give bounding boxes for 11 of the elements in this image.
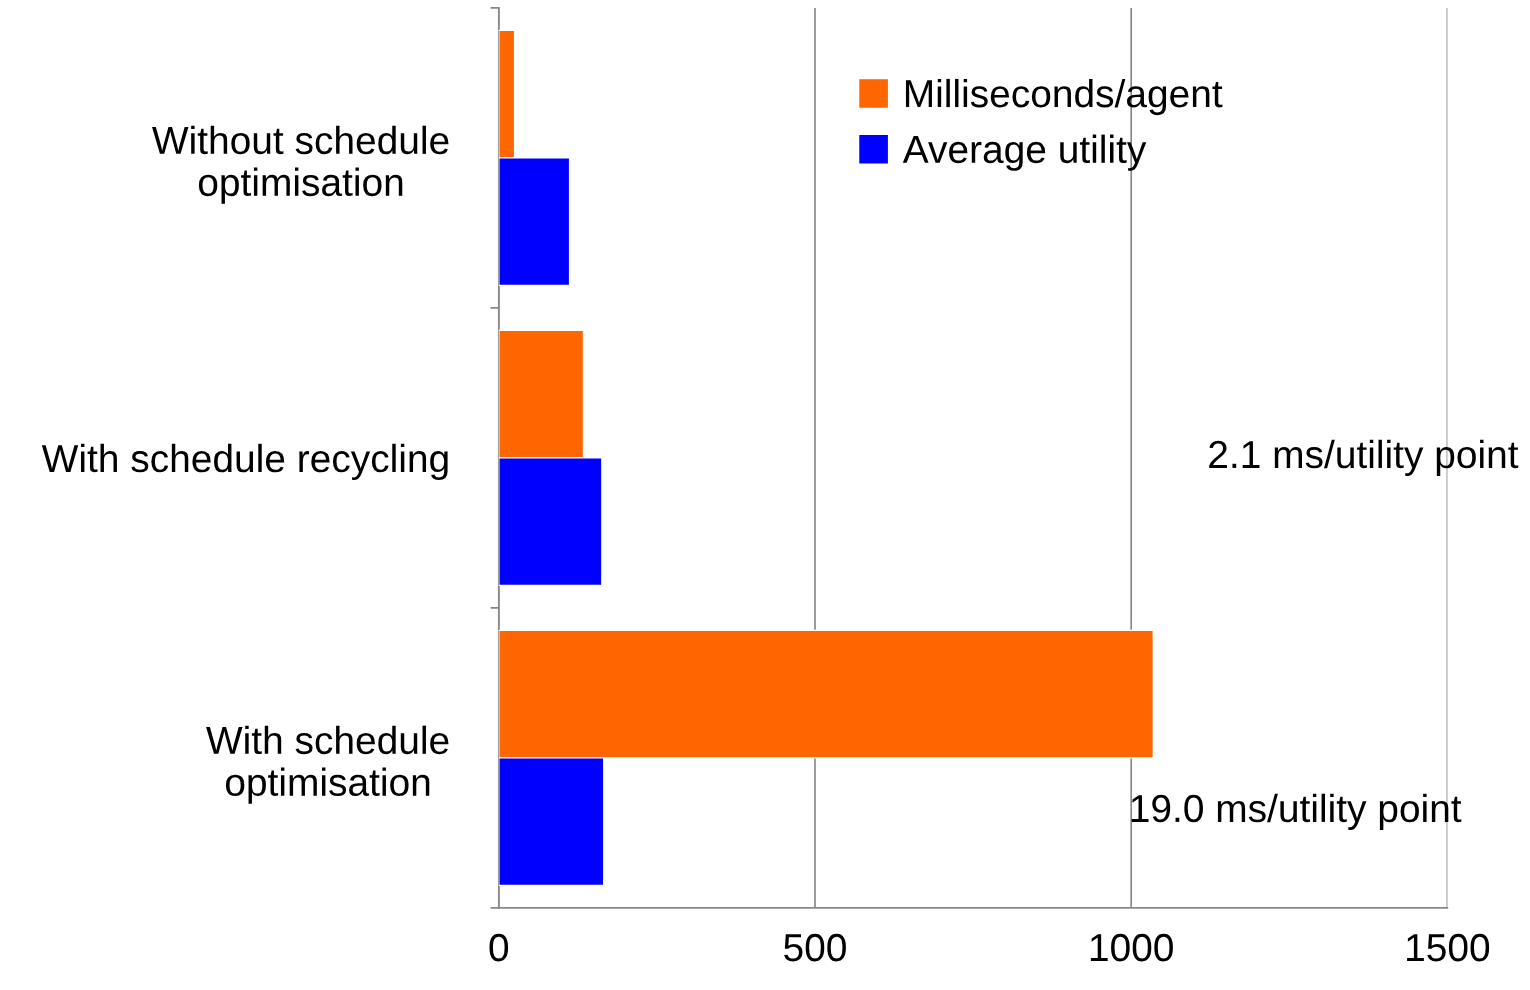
legend-label: Average utility (902, 134, 1147, 171)
x-tick-label: 0 (489, 933, 509, 962)
annotation: 2.1 ms/utility point (1209, 439, 1519, 476)
legend-label: Milliseconds/agent (905, 78, 1223, 116)
y-tick-label: With schedule recycling (41, 443, 448, 481)
y-tick-label: Without schedule optimisation (152, 125, 449, 204)
annotation: 19.0 ms/utility point (1131, 793, 1462, 830)
x-tick-label: 1000 (1090, 933, 1173, 962)
x-tick-label: 500 (784, 933, 846, 962)
y-tick-label: With schedule optimisation (206, 725, 449, 804)
x-tick-label: 1500 (1407, 933, 1490, 962)
